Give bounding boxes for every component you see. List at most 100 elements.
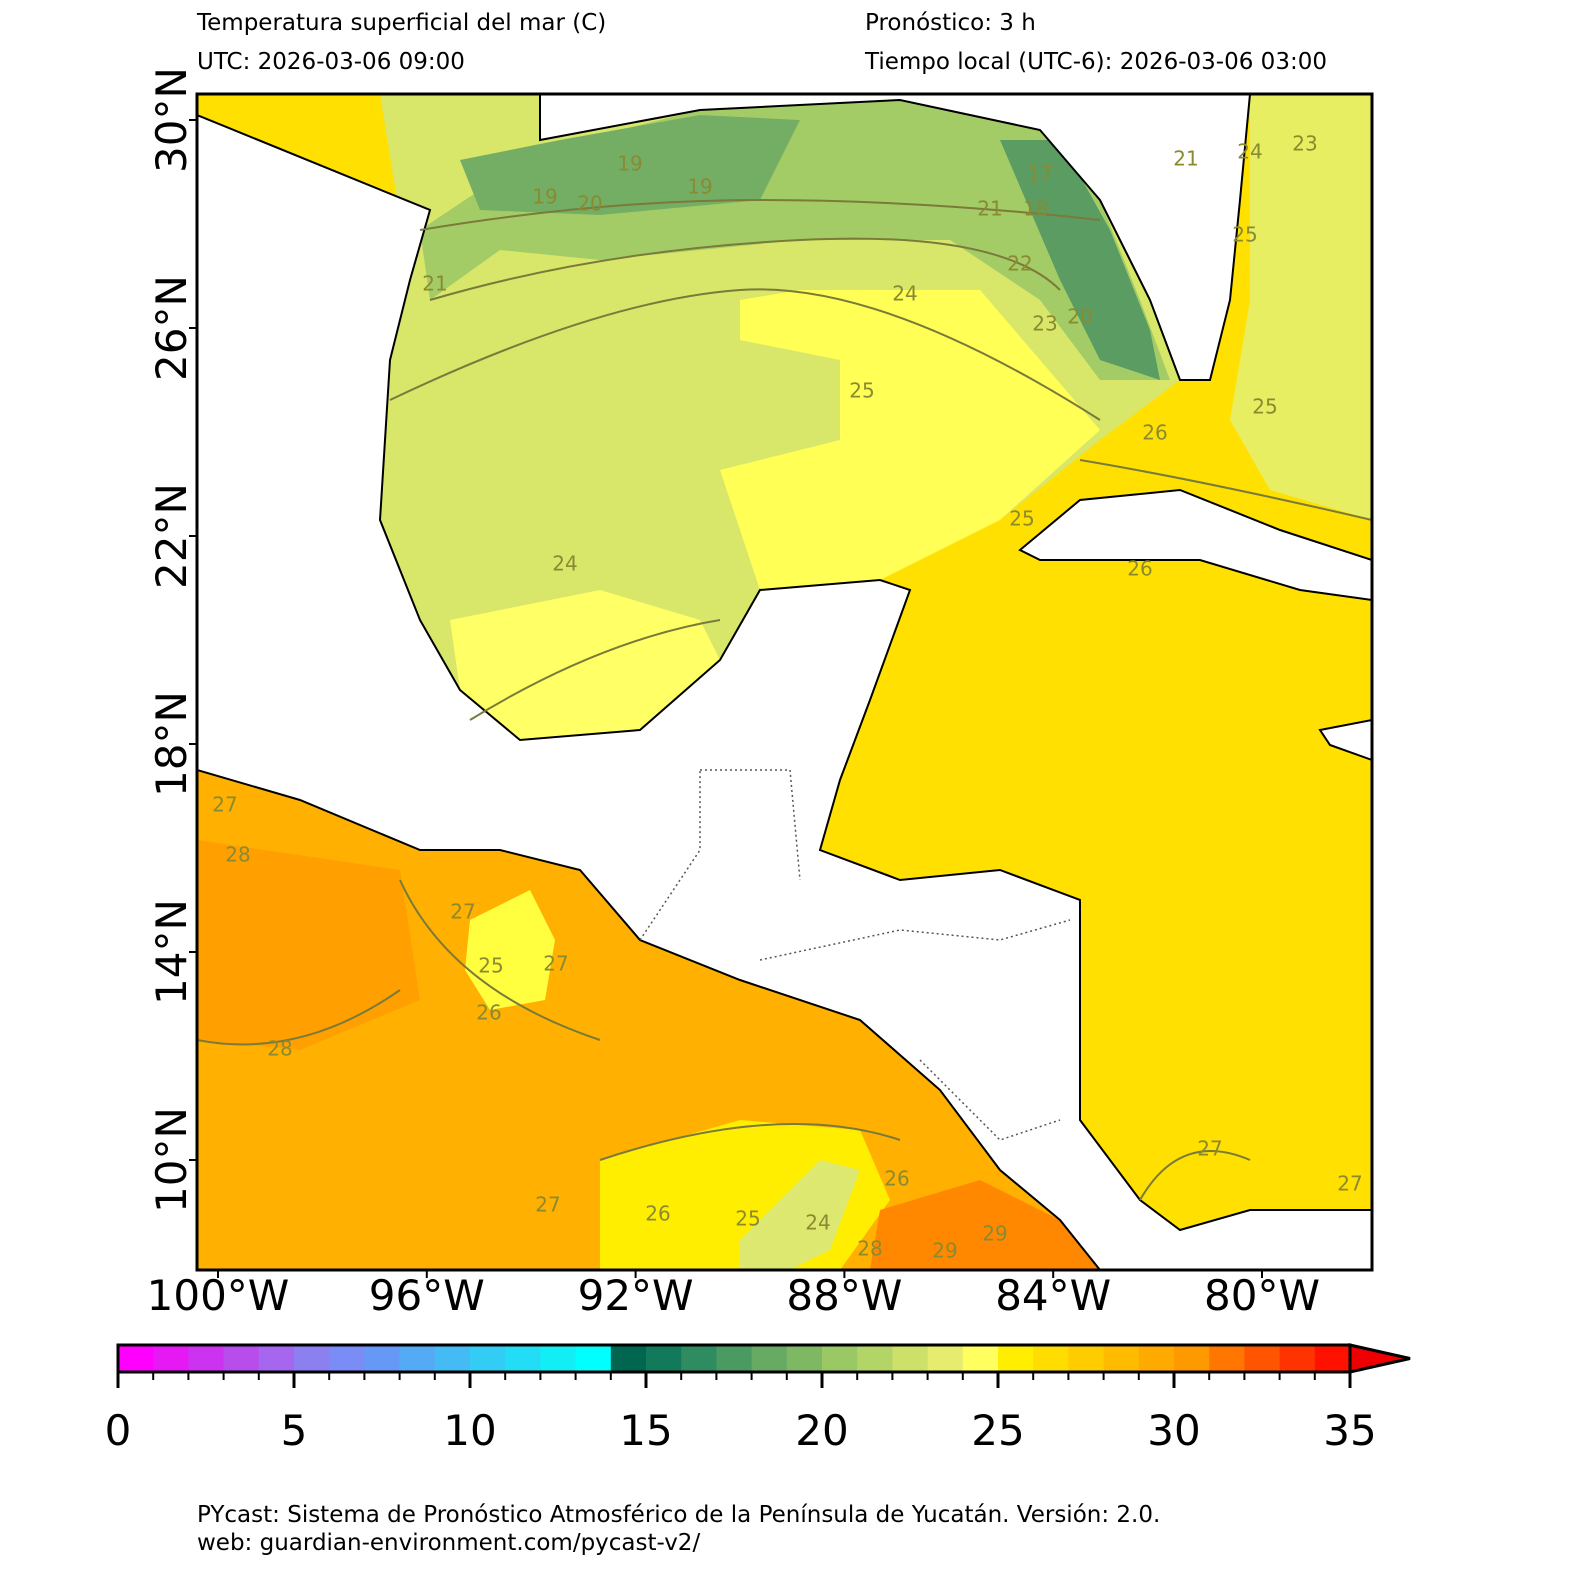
contour-label: 26 — [1127, 557, 1152, 581]
colorbar-swatch — [646, 1345, 682, 1372]
colorbar-swatch — [1033, 1345, 1069, 1372]
contour-label: 28 — [267, 1037, 292, 1061]
colorbar-swatch — [153, 1345, 189, 1372]
contour-label: 25 — [1252, 395, 1277, 419]
lon-tick-label: 84°W — [995, 1271, 1111, 1320]
colorbar-swatch — [716, 1345, 753, 1372]
contour-label: 21 — [977, 197, 1002, 221]
colorbar-swatch — [329, 1345, 365, 1372]
colorbar-swatch — [1279, 1345, 1316, 1372]
colorbar-swatch — [258, 1345, 295, 1372]
contour-label: 27 — [450, 900, 475, 924]
map-frame — [195, 92, 1374, 1272]
contour-label: 27 — [1197, 1137, 1222, 1161]
contour-label: 21 — [1173, 147, 1198, 171]
lon-tick-label: 80°W — [1204, 1271, 1320, 1320]
colorbar-frame — [116, 1343, 1352, 1374]
colorbar-swatch — [822, 1345, 858, 1372]
colorbar-swatch — [434, 1345, 471, 1372]
colorbar-tick-label: 15 — [619, 1406, 672, 1455]
lat-tick-label: 18°N — [147, 691, 196, 797]
contour-label: 29 — [932, 1239, 957, 1263]
colorbar: 0 5 10 15 20 25 30 35 — [105, 1343, 1411, 1455]
colorbar-tick-label: 10 — [443, 1406, 496, 1455]
contour-label: 22 — [1007, 252, 1032, 276]
colorbar-swatch — [470, 1345, 506, 1372]
colorbar-swatch — [575, 1345, 612, 1372]
contour-label: 19 — [617, 152, 642, 176]
lon-tick-label: 96°W — [369, 1271, 485, 1320]
contour-label: 23 — [1292, 132, 1317, 156]
contour-label: 25 — [1009, 507, 1034, 531]
colorbar-swatch — [1209, 1345, 1245, 1372]
lon-tick-label: 100°W — [147, 1271, 290, 1320]
contour-label: 19 — [532, 185, 557, 209]
utc-time: UTC: 2026-03-06 09:00 — [197, 49, 465, 75]
lat-tick-label: 26°N — [147, 275, 196, 381]
colorbar-tick-label: 25 — [971, 1406, 1024, 1455]
colorbar-extend — [1348, 1343, 1411, 1374]
contour-label: 27 — [212, 793, 237, 817]
map-field — [197, 94, 1372, 1270]
contour-label: 21 — [422, 272, 447, 296]
contour-label: 27 — [1337, 1172, 1362, 1196]
forecast: Pronóstico: 3 h — [865, 10, 1036, 36]
contour-label: 26 — [1142, 421, 1167, 445]
contour-label: 26 — [884, 1167, 909, 1191]
contour-label: 18 — [1023, 197, 1048, 221]
contour-label: 23 — [1032, 312, 1057, 336]
contour-label: 26 — [645, 1202, 670, 1226]
colorbar-swatch — [1068, 1345, 1105, 1372]
colorbar-swatch — [1314, 1345, 1351, 1372]
contour-label: 19 — [687, 175, 712, 199]
lat-tick-label: 22°N — [147, 483, 196, 589]
colorbar-swatch — [610, 1345, 647, 1372]
lat-tick-label: 14°N — [147, 899, 196, 1005]
colorbar-swatch — [1174, 1345, 1210, 1372]
footer-web: web: guardian-environment.com/pycast-v2/ — [197, 1530, 700, 1556]
contour-label: 24 — [892, 282, 917, 306]
colorbar-tick-label: 30 — [1147, 1406, 1200, 1455]
colorbar-swatch — [1103, 1345, 1140, 1372]
contour-label: 25 — [1232, 223, 1257, 247]
lon-tick-label: 88°W — [786, 1271, 902, 1320]
contour-label: 25 — [478, 954, 503, 978]
colorbar-swatch — [751, 1345, 788, 1372]
colorbar-tick-label: 20 — [795, 1406, 848, 1455]
colorbar-swatch — [188, 1345, 225, 1372]
colorbar-swatch — [998, 1345, 1034, 1372]
footer-credit: PYcast: Sistema de Pronóstico Atmosféric… — [197, 1502, 1160, 1528]
colorbar-swatch — [927, 1345, 964, 1372]
contour-label: 25 — [735, 1207, 760, 1231]
local-time: Tiempo local (UTC-6): 2026-03-06 03:00 — [864, 49, 1327, 75]
colorbar-swatch — [540, 1345, 577, 1372]
contour-label: 24 — [805, 1211, 830, 1235]
colorbar-swatch — [857, 1345, 893, 1372]
contour-label: 20 — [577, 192, 602, 216]
contour-label: 27 — [535, 1193, 560, 1217]
contour-label: 28 — [857, 1237, 882, 1261]
colorbar-swatch — [962, 1345, 999, 1372]
colorbar-tick-label: 35 — [1323, 1406, 1376, 1455]
colorbar-swatch — [681, 1345, 717, 1372]
colorbar-tick-label: 5 — [281, 1406, 308, 1455]
colorbar-swatch — [364, 1345, 401, 1372]
contour-label: 27 — [543, 952, 568, 976]
colorbar-swatch — [223, 1345, 260, 1372]
contour-label: 17 — [1027, 162, 1052, 186]
contour-label: 28 — [225, 843, 250, 867]
colorbar-swatch — [399, 1345, 436, 1372]
lat-tick-label: 30°N — [147, 67, 196, 173]
contour-label: 26 — [476, 1001, 501, 1025]
colorbar-swatch — [505, 1345, 541, 1372]
lat-tick-label: 10°N — [147, 1107, 196, 1213]
contour-label: 24 — [1237, 140, 1262, 164]
colorbar-swatch — [1244, 1345, 1281, 1372]
contour-label: 20 — [1067, 305, 1092, 329]
colorbar-swatch — [892, 1345, 929, 1372]
title: Temperatura superficial del mar (C) — [196, 10, 606, 36]
contour-label: 25 — [849, 379, 874, 403]
lon-tick-label: 92°W — [578, 1271, 694, 1320]
colorbar-tick-label: 0 — [105, 1406, 132, 1455]
